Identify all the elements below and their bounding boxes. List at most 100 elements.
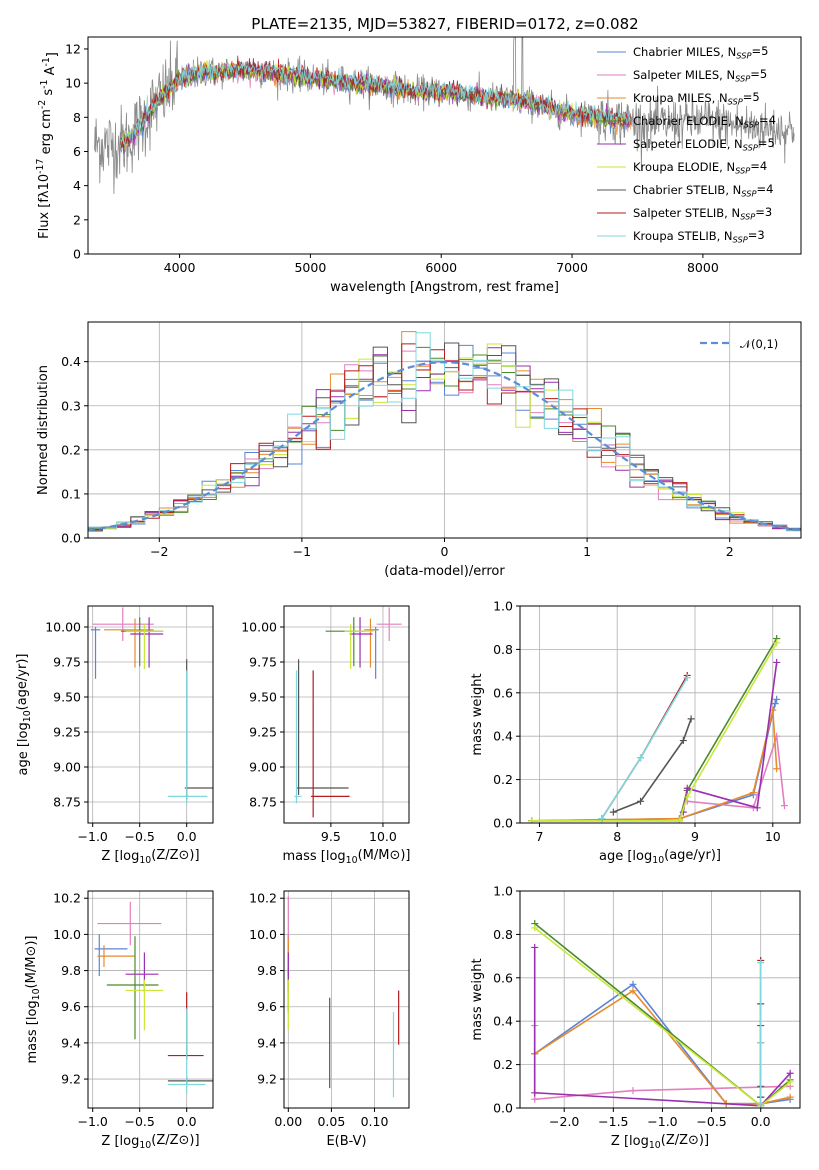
model-line [120,59,632,146]
series-marker [773,658,781,666]
y-tick-label: 10 [65,76,81,91]
plot-area-mass-weight-vs-z [531,920,794,1108]
series-marker [683,784,691,792]
series-marker [629,1087,637,1095]
series-line [533,947,791,1107]
series-marker [528,817,536,823]
x-tick-label: 7000 [556,260,588,275]
axes-frame [519,605,801,824]
y-tick-label: 0.8 [493,927,513,942]
series-marker [675,817,683,823]
x-tick-label: 2 [726,544,734,559]
axes-frame [87,605,214,824]
errorbar-point [184,659,213,795]
series-marker [609,808,617,816]
y-tick-label: 0.8 [493,642,513,657]
errorbar-point [364,618,377,668]
panel-mass-vs-z: −1.0 −0.5 0.0 9.2 9.4 9.6 9.8 10.0 10.2 Z [log10​… [24,890,214,1151]
x-tick-label: −2 [150,544,168,559]
y-tick-label: 0.6 [493,685,513,700]
series-marker [687,715,695,723]
legend-label: Chabrier STELIB, NSSP=4 [633,182,773,198]
series-marker [786,1069,794,1077]
x-axis-label: E(B-V) [326,1134,366,1149]
series-marker [757,959,765,967]
axes-frame [519,890,801,1109]
x-tick-label: −0.5 [696,1114,726,1129]
legend-label: Chabrier MILES, NSSP=5 [633,44,768,60]
series-line [531,638,778,822]
series-line [531,710,778,822]
y-tick-label: 9.50 [249,690,277,705]
x-tick-label: 4000 [164,260,196,275]
x-tick-label: −1.0 [647,1114,677,1129]
x-tick-label: 0.05 [317,1114,345,1129]
errorbar-point [349,617,373,668]
y-tick-label: 0.4 [61,354,81,369]
x-tick-label: 6000 [425,260,457,275]
x-tick-label: 8000 [687,260,719,275]
plot-area-mass-vs-z [94,901,213,1094]
y-tick-label: 4 [73,178,81,193]
plot-area-mass-vs-ebv [287,896,400,1098]
series-marker [773,639,781,647]
series-marker [757,1039,765,1047]
series-marker [637,797,645,805]
panel-mass-weight-vs-z: −2.0 −1.5 −1.0 −0.5 0.0 0.0 0.2 0.4 0.6 0.8 1.0 Z [… [470,884,801,1151]
x-tick-label: 0 [441,544,449,559]
errorbar-point [94,934,128,976]
legend-label: Chabrier ELODIE, NSSP=4 [633,113,776,129]
series-marker [786,1078,794,1086]
series-marker [773,765,781,773]
y-tick-label: 9.6 [61,999,81,1014]
legend-label: Salpeter STELIB, NSSP=3 [633,205,772,221]
y-tick-label: 9.25 [249,725,277,740]
y-tick-label: 12 [65,41,81,56]
series-marker [753,804,761,812]
y-axis-label: age [log10​(age/yr)] [15,654,33,776]
series-line [613,718,692,813]
y-tick-label: 9.75 [53,655,81,670]
series-marker [773,695,781,703]
errorbar-point [130,617,164,668]
y-tick-label: 10.00 [241,620,277,635]
y-axis-label: mass weight [470,673,485,755]
series-marker [749,789,757,797]
x-axis-label: Z [log10​(Z/Z⊙)] [611,1133,709,1151]
legend: Chabrier MILES, NSSP=5 Salpeter MILES, NS… [597,44,776,244]
errorbar-point [103,618,154,668]
errorbar-point [125,952,159,993]
legend-label: Kroupa MILES, NSSP=5 [633,90,760,106]
series-marker [598,815,606,823]
panel-age-vs-z: −1.0 −0.5 0.0 8.75 9.00 9.25 9.50 9.75 10.00 Z [l… [15,605,214,866]
x-axis-label: (data-model)/error [384,564,505,579]
y-tick-label: 9.25 [53,725,81,740]
series-line [531,642,778,822]
y-tick-label: 0 [73,247,81,262]
errorbar-point [92,607,154,641]
x-tick-label: −1.0 [78,1114,108,1129]
y-tick-label: 9.50 [53,690,81,705]
figure-title: PLATE=2135, MJD=53827, FIBERID=0172, z=0… [251,15,638,33]
errorbar-point [125,624,164,669]
x-tick-label: 0.10 [361,1114,389,1129]
series-marker [757,1100,765,1108]
y-tick-label: 9.2 [257,1072,277,1087]
panel-age-vs-mass: 9.5 10.0 8.75 9.00 9.25 9.50 9.75 10.00 mass [lo… [241,605,411,866]
y-tick-label: 8.75 [249,795,277,810]
x-tick-label: −0.5 [125,1114,155,1129]
errorbar-point [325,617,365,667]
errorbar-point [296,659,349,795]
y-tick-label: 0.2 [61,442,81,457]
series-marker [531,1089,539,1097]
x-axis-label: age [log10​(age/yr)] [599,848,721,866]
legend-label: 𝒩(0,1) [740,337,778,351]
y-tick-label: 8 [73,110,81,125]
panel-residuals: −2 −1 0 1 2 0.0 0.1 0.2 0.3 0.4 (data-model)/error… [36,321,802,579]
x-tick-label: 9.5 [321,829,341,844]
errorbar-point [311,670,350,818]
axes-frame [87,36,802,255]
y-tick-label: 0.1 [61,486,81,501]
errorbar-point [344,624,374,669]
